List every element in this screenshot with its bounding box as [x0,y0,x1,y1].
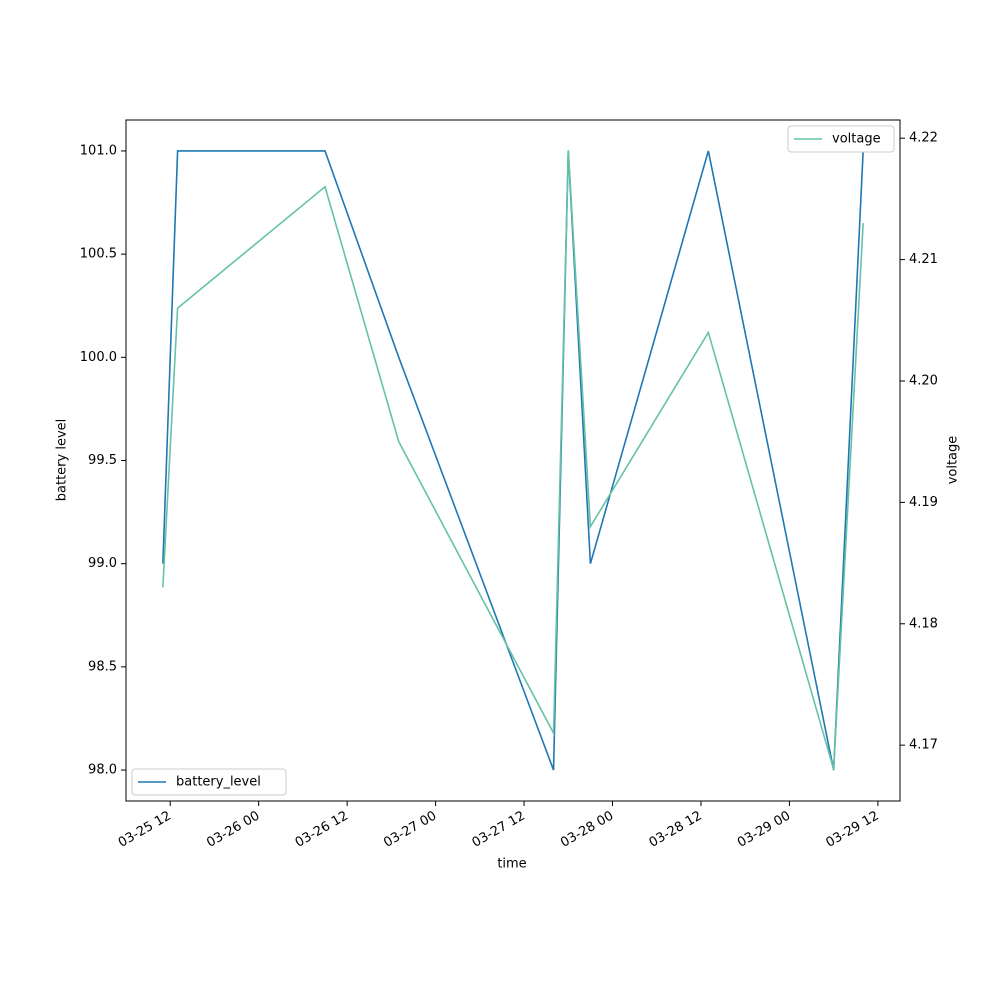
y-tick-label: 100.0 [80,350,117,365]
series-line [162,150,864,771]
y-tick-label: 98.0 [88,763,117,778]
y-tick-label: 99.0 [88,556,117,571]
y-tick-label: 98.5 [88,659,117,674]
x-tick-label: 03-26 12 [293,809,351,851]
x-tick-label: 03-28 12 [647,809,705,851]
y-tick-label: 100.5 [80,247,117,262]
x-tick-label: 03-26 00 [204,809,262,851]
y-axis-label: battery level [55,419,70,502]
x-tick-label: 03-27 00 [381,809,439,851]
x-tick-label: 03-27 12 [470,809,528,851]
x-axis-label: time [497,857,526,872]
y2-axis-label: voltage [946,436,961,485]
y-tick-label: 101.0 [80,143,117,158]
y2-tick-label: 4.19 [909,495,938,510]
y2-tick-label: 4.21 [909,252,938,267]
x-tick-label: 03-29 00 [735,809,793,851]
y2-tick-label: 4.20 [909,373,938,388]
x-tick-label: 03-25 12 [116,809,174,851]
x-tick-label: 03-28 00 [558,809,616,851]
legend-box [131,768,287,796]
y-tick-label: 99.5 [88,453,117,468]
series-line [162,150,864,770]
x-tick-label: 03-29 12 [824,809,882,851]
y2-tick-label: 4.17 [909,738,938,753]
plot-frame [125,119,901,802]
legend-label: battery_level [176,775,261,790]
y2-tick-label: 4.22 [909,131,938,146]
legend-label: voltage [832,132,881,147]
legend-box [787,125,895,153]
y2-tick-label: 4.18 [909,616,938,631]
